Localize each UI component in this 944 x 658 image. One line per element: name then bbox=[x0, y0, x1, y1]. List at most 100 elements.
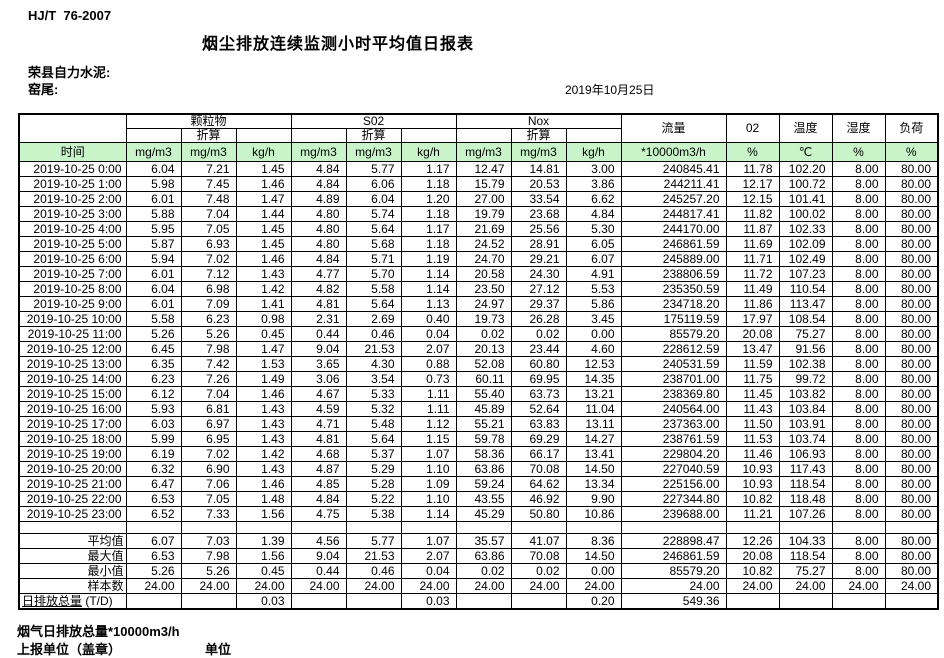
empty-cell bbox=[884, 521, 939, 534]
value-cell: 24.30 bbox=[510, 266, 567, 282]
value-cell: 80.00 bbox=[884, 371, 939, 387]
value-cell: 238806.59 bbox=[620, 266, 727, 282]
value-cell: 8.00 bbox=[831, 311, 886, 327]
value-cell: 245889.00 bbox=[620, 251, 727, 267]
value-cell: 1.07 bbox=[400, 533, 457, 549]
table-row: 2019-10-25 1:00 5.98 7.45 1.46 4.84 6.06 1.18 1… bbox=[18, 176, 939, 192]
value-cell: 85579.20 bbox=[620, 326, 727, 342]
value-cell: 6.01 bbox=[125, 191, 182, 207]
table-row: 2019-10-25 21:00 6.47 7.06 1.46 4.85 5.28 1.09… bbox=[18, 476, 939, 492]
empty-cell bbox=[455, 521, 512, 534]
value-cell: 6.06 bbox=[345, 176, 402, 192]
value-cell: 21.53 bbox=[345, 341, 402, 357]
value-cell: 549.36 bbox=[620, 593, 727, 610]
value-cell: 7.33 bbox=[180, 506, 237, 522]
value-cell: 0.45 bbox=[235, 563, 292, 579]
value-cell: 70.08 bbox=[510, 461, 567, 477]
value-cell: 24.00 bbox=[235, 578, 292, 594]
value-cell: 0.98 bbox=[235, 311, 292, 327]
value-cell: 80.00 bbox=[884, 476, 939, 492]
value-cell: 80.00 bbox=[884, 176, 939, 192]
value-cell: 244211.41 bbox=[620, 176, 727, 192]
value-cell: 12.26 bbox=[725, 533, 780, 549]
value-cell: 6.53 bbox=[125, 491, 182, 507]
value-cell: 5.68 bbox=[345, 236, 402, 252]
value-cell: 5.53 bbox=[565, 281, 622, 297]
value-cell: 0.73 bbox=[400, 371, 457, 387]
summary-label-cell: 最小值 bbox=[18, 563, 127, 579]
value-cell: 80.00 bbox=[884, 236, 939, 252]
value-cell: 7.09 bbox=[180, 296, 237, 312]
value-cell: 8.00 bbox=[831, 356, 886, 372]
value-cell: 13.41 bbox=[565, 446, 622, 462]
value-cell: 12.15 bbox=[725, 191, 780, 207]
value-cell: 9.04 bbox=[290, 341, 347, 357]
empty-header-cell bbox=[455, 128, 512, 143]
value-cell: 1.45 bbox=[235, 161, 292, 177]
value-cell: 8.00 bbox=[831, 176, 886, 192]
value-cell bbox=[180, 593, 237, 610]
value-cell: 103.91 bbox=[778, 416, 833, 432]
value-cell: 3.86 bbox=[565, 176, 622, 192]
value-cell: 20.08 bbox=[725, 548, 780, 564]
value-cell: 4.80 bbox=[290, 236, 347, 252]
value-cell: 80.00 bbox=[884, 461, 939, 477]
value-cell: 8.00 bbox=[831, 476, 886, 492]
value-cell: 5.88 bbox=[125, 206, 182, 222]
value-cell: 6.93 bbox=[180, 236, 237, 252]
value-cell: 5.93 bbox=[125, 401, 182, 417]
time-cell: 2019-10-25 13:00 bbox=[18, 356, 127, 372]
value-cell: 5.95 bbox=[125, 221, 182, 237]
table-row: 2019-10-25 5:00 5.87 6.93 1.45 4.80 5.68 1.18 2… bbox=[18, 236, 939, 252]
report-date: 2019年10月25日 bbox=[565, 83, 655, 97]
value-cell: 8.00 bbox=[831, 446, 886, 462]
value-cell: 238369.80 bbox=[620, 386, 727, 402]
value-cell: 52.08 bbox=[455, 356, 512, 372]
value-cell: 0.40 bbox=[400, 311, 457, 327]
time-header-spacer bbox=[18, 113, 127, 143]
value-cell: 29.21 bbox=[510, 251, 567, 267]
value-cell: 80.00 bbox=[884, 191, 939, 207]
value-cell: 5.99 bbox=[125, 431, 182, 447]
value-cell: 8.00 bbox=[831, 548, 886, 564]
value-cell: 26.28 bbox=[510, 311, 567, 327]
value-cell: 59.24 bbox=[455, 476, 512, 492]
value-cell: 102.09 bbox=[778, 236, 833, 252]
converted-label-so2: 折算 bbox=[345, 128, 402, 143]
value-cell: 5.77 bbox=[345, 533, 402, 549]
value-cell: 45.29 bbox=[455, 506, 512, 522]
value-cell bbox=[884, 593, 939, 610]
value-cell: 0.44 bbox=[290, 563, 347, 579]
value-cell: 2.69 bbox=[345, 311, 402, 327]
value-cell: 7.42 bbox=[180, 356, 237, 372]
value-cell: 6.23 bbox=[125, 371, 182, 387]
value-cell: 108.54 bbox=[778, 311, 833, 327]
summary-label-cell: 平均值 bbox=[18, 533, 127, 549]
value-cell: 8.00 bbox=[831, 563, 886, 579]
value-cell: 1.43 bbox=[235, 461, 292, 477]
value-cell: 9.04 bbox=[290, 548, 347, 564]
value-cell: 24.00 bbox=[290, 578, 347, 594]
unit-label: 单位 bbox=[205, 642, 232, 657]
daily-total-label-suffix: (T/D) bbox=[82, 593, 113, 608]
value-cell: 246861.59 bbox=[620, 236, 727, 252]
value-cell: 12.53 bbox=[565, 356, 622, 372]
value-cell: 45.89 bbox=[455, 401, 512, 417]
value-cell: 1.19 bbox=[400, 251, 457, 267]
value-cell: 238761.59 bbox=[620, 431, 727, 447]
value-cell: 1.14 bbox=[400, 266, 457, 282]
time-column-header: 时间 bbox=[18, 142, 127, 162]
unit-pm-kg: kg/h bbox=[235, 142, 292, 162]
value-cell: 5.29 bbox=[345, 461, 402, 477]
value-cell: 110.54 bbox=[778, 281, 833, 297]
unit-so2-mg: mg/m3 bbox=[290, 142, 347, 162]
value-cell: 11.43 bbox=[725, 401, 780, 417]
value-cell: 33.54 bbox=[510, 191, 567, 207]
value-cell: 10.86 bbox=[565, 506, 622, 522]
value-cell: 244817.41 bbox=[620, 206, 727, 222]
value-cell: 0.44 bbox=[290, 326, 347, 342]
time-cell: 2019-10-25 15:00 bbox=[18, 386, 127, 402]
value-cell: 11.21 bbox=[725, 506, 780, 522]
empty-header-cell bbox=[400, 128, 457, 143]
value-cell: 11.78 bbox=[725, 161, 780, 177]
